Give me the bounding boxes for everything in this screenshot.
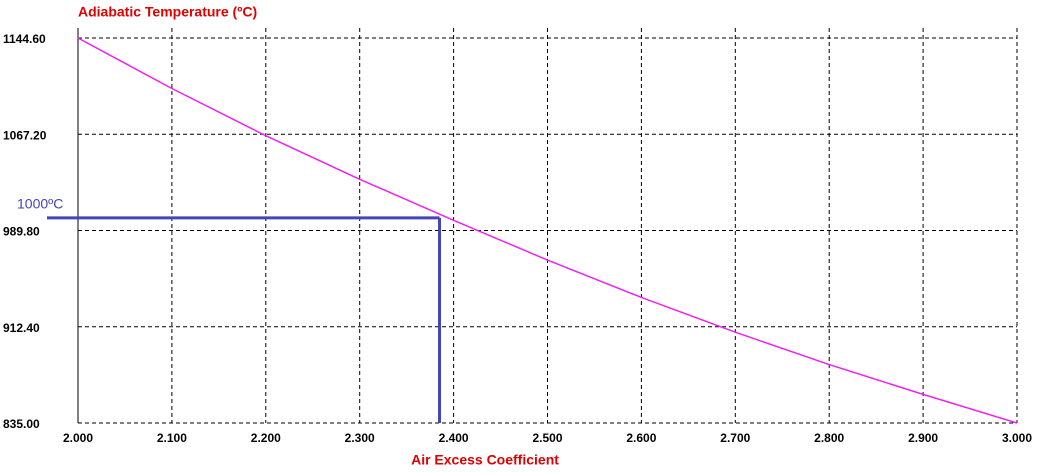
y-tick-label: 835.00 [3,417,40,431]
x-tick-label: 2.000 [63,431,93,445]
y-tick-label: 1144.60 [3,32,46,46]
annotation-label: 1000ºC [17,196,63,212]
x-tick-label: 2.700 [720,431,750,445]
x-axis-title: Air Excess Coefficient [411,452,559,468]
x-tick-label: 2.400 [439,431,469,445]
y-tick-label: 1067.20 [3,128,47,142]
y-tick-label: 912.40 [3,321,40,335]
x-tick-label: 2.100 [157,431,187,445]
x-tick-label: 2.900 [908,431,938,445]
x-tick-label: 2.300 [345,431,375,445]
x-tick-label: 2.600 [626,431,656,445]
x-tick-label: 2.500 [532,431,562,445]
x-tick-label: 3.000 [1002,431,1032,445]
x-tick-label: 2.800 [814,431,844,445]
x-tick-label: 2.200 [251,431,281,445]
chart-title: Adiabatic Temperature (ºC) [78,4,257,20]
y-tick-label: 989.80 [3,225,40,239]
data-line [77,37,1018,424]
